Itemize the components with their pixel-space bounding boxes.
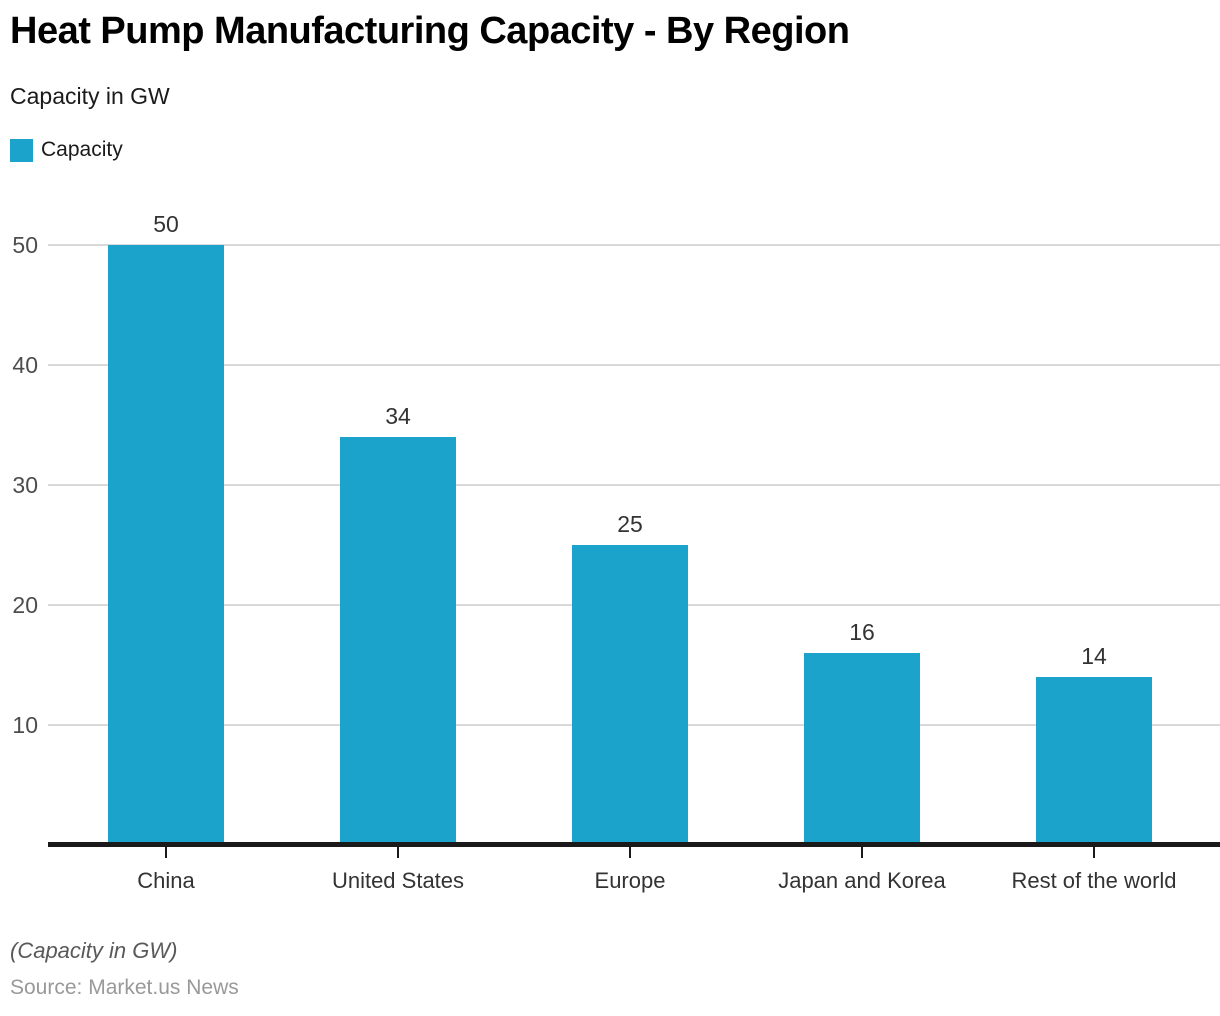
bar-japan-and-korea (804, 653, 920, 845)
chart-title: Heat Pump Manufacturing Capacity - By Re… (10, 10, 850, 52)
y-axis-label-20: 20 (12, 592, 38, 618)
bar-value-label: 25 (617, 511, 643, 537)
bar-value-label: 14 (1081, 643, 1107, 669)
bar-europe (572, 545, 688, 845)
y-axis-label-40: 40 (12, 352, 38, 378)
legend: Capacity (10, 138, 123, 162)
x-axis-tick (397, 847, 399, 858)
x-axis-label: Europe (594, 868, 666, 893)
x-axis-tick (629, 847, 631, 858)
x-axis-label: China (137, 868, 195, 893)
bar-united-states (340, 437, 456, 845)
chart-subtitle: Capacity in GW (10, 83, 170, 109)
y-axis-label-30: 30 (12, 472, 38, 498)
x-axis-label: Japan and Korea (778, 868, 946, 893)
bar-rest-of-the-world (1036, 677, 1152, 845)
x-axis-tick (1093, 847, 1095, 858)
legend-label: Capacity (41, 138, 123, 161)
y-axis-label-50: 50 (12, 232, 38, 258)
gridline-40 (48, 364, 1220, 366)
legend-swatch-icon (10, 138, 33, 162)
chart-source: Source: Market.us News (10, 976, 239, 999)
chart-footnote: (Capacity in GW) (10, 938, 178, 963)
bar-value-label: 16 (849, 619, 875, 645)
x-axis-label: Rest of the world (1011, 868, 1177, 893)
x-axis-tick (861, 847, 863, 858)
y-axis-label-10: 10 (12, 712, 38, 738)
x-axis-line (48, 842, 1220, 847)
gridline-50 (48, 244, 1220, 246)
bar-value-label: 34 (385, 403, 411, 429)
bar-china (108, 245, 224, 845)
x-axis-tick (165, 847, 167, 858)
x-axis-label: United States (331, 868, 465, 893)
gridline-30 (48, 484, 1220, 486)
bar-value-label: 50 (153, 211, 179, 237)
